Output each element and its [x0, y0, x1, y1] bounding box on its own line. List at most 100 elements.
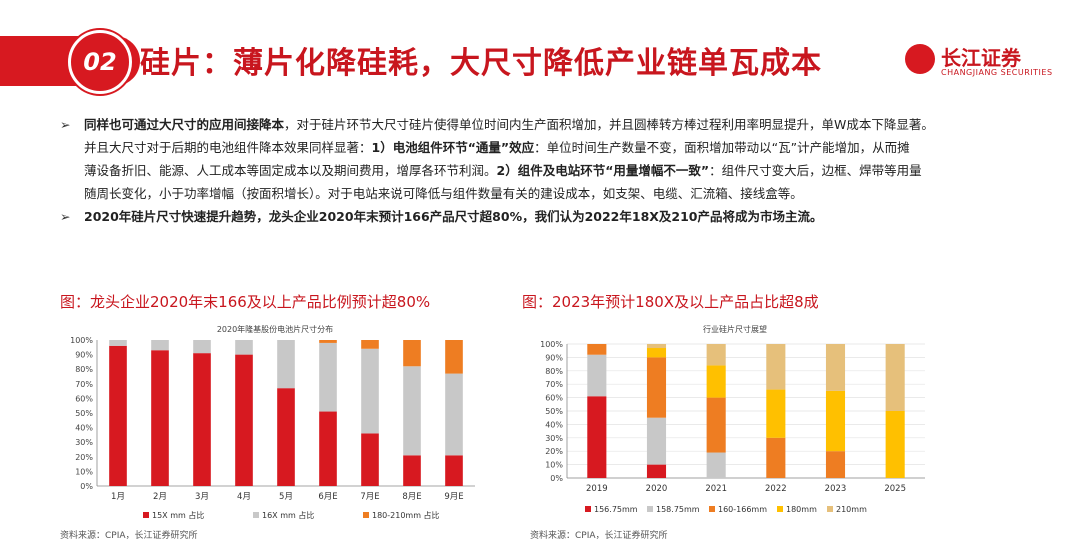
x-tick-label: 2022 [765, 484, 787, 494]
section-number-badge: 02 [68, 30, 132, 94]
bar-segment [193, 340, 211, 354]
legend-label: 210mm [836, 505, 867, 514]
right-chart-caption: 图：2023年预计180X及以上产品占比超8成 [522, 293, 819, 311]
bullet-arrow-icon: ➢ [60, 117, 71, 132]
page-title: 硅片：薄片化降硅耗，大尺寸降低产业链单瓦成本 [140, 46, 822, 81]
legend-swatch [777, 506, 783, 512]
y-tick-label: 70% [545, 380, 563, 389]
bar-segment [109, 340, 127, 346]
bar-segment [361, 433, 379, 486]
y-tick-label: 80% [545, 367, 563, 376]
x-tick-label: 8月E [402, 492, 421, 502]
bar-segment [361, 340, 379, 349]
bullet-text: ：单位时间生产数量不变，面积增加带动以“瓦”计产能增加，从而摊 [534, 140, 910, 155]
bar-segment [319, 340, 337, 343]
bar-segment [235, 340, 253, 355]
x-tick-label: 2023 [825, 484, 847, 494]
bar-segment [277, 388, 295, 486]
company-logo: 长江证券 CHANGJIANG SECURITIES [905, 40, 1075, 84]
chart-title: 2020年隆基股份电池片尺寸分布 [217, 324, 333, 334]
bullet-text: 同样也可通过大尺寸的应用间接降本 [84, 117, 285, 132]
legend-swatch [827, 506, 833, 512]
bar-segment [235, 354, 253, 486]
bar-segment [445, 373, 463, 456]
bar-segment [706, 365, 726, 398]
legend-swatch [709, 506, 715, 512]
y-tick-label: 60% [75, 394, 93, 403]
y-tick-label: 90% [75, 351, 93, 360]
x-tick-label: 2020 [646, 484, 668, 494]
legend-label: 158.75mm [656, 505, 700, 514]
right-chart: 行业硅片尺寸展望 0% 10% 20% 30% 40% 50% 60% 70% 80% 90% 100… [540, 324, 925, 514]
bar-segment [193, 353, 211, 486]
bullet-text: 2）组件及电站环节“用量增幅不一致” [496, 163, 710, 178]
bar-segment [445, 455, 463, 486]
left-chart-source: 资料来源：CPIA，长江证券研究所 [60, 531, 198, 541]
bar-segment [825, 344, 846, 391]
bullet-text: ：组件尺寸变大后，边框、焊带等用量 [709, 163, 922, 178]
bar-segment [445, 340, 463, 374]
x-tick-label: 3月 [195, 492, 209, 502]
chart-title: 行业硅片尺寸展望 [703, 324, 767, 334]
x-tick-label: 4月 [237, 492, 251, 502]
bar-segment [319, 342, 337, 412]
y-tick-label: 60% [545, 394, 563, 403]
y-tick-label: 10% [545, 461, 563, 470]
x-tick-label: 2019 [586, 484, 608, 494]
bar-segment [587, 354, 607, 397]
y-tick-label: 0% [80, 482, 93, 491]
y-tick-label: 70% [75, 380, 93, 389]
x-tick-label: 7月E [360, 492, 379, 502]
bar-segment [766, 344, 786, 390]
bullet-line: 并且大尺寸对于后期的电池组件降本效果同样显著：1）电池组件环节“通量”效应：单位… [60, 136, 1050, 159]
x-tick-label: 5月 [279, 492, 293, 502]
legend-label: 156.75mm [594, 505, 638, 514]
legend-swatch [143, 512, 149, 518]
y-tick-label: 20% [545, 447, 563, 456]
y-tick-label: 30% [75, 438, 93, 447]
logo-mark-icon [905, 44, 935, 74]
bullet-line: 随周长变化，小于功率增幅（按面积增长）。对于电站来说可降低与组件数量有关的建设成… [60, 182, 1050, 205]
bullet-text: 2020年硅片尺寸快速提升趋势，龙头企业2020年末预计166产品尺寸超80%，… [84, 209, 823, 224]
left-chart-caption: 图：龙头企业2020年末166及以上产品比例预计超80% [60, 293, 431, 311]
logo-english-name: CHANGJIANG SECURITIES [941, 68, 1053, 77]
bar-segment [646, 348, 667, 358]
x-tick-label: 9月E [444, 492, 463, 502]
legend-swatch [585, 506, 591, 512]
x-tick-label: 2021 [705, 484, 727, 494]
bar-segment [766, 389, 786, 438]
legend-label: 180mm [786, 505, 817, 514]
bullet-text: ，对于硅片环节大尺寸硅片使得单位时间内生产面积增加，并且圆棒转方棒过程利用率明显… [284, 117, 934, 132]
x-tick-label: 2025 [884, 484, 906, 494]
x-tick-label: 1月 [111, 492, 125, 502]
bar-segment [646, 344, 667, 349]
bar-segment [403, 340, 421, 367]
bullet-text: 1）电池组件环节“通量”效应 [371, 140, 535, 155]
logo-name: 长江证券 [941, 46, 1021, 70]
bar-segment [403, 455, 421, 486]
bar-segment [109, 345, 127, 486]
legend-swatch [647, 506, 653, 512]
legend-swatch [363, 512, 369, 518]
bar-segment [151, 340, 169, 351]
bar-segment [885, 344, 905, 411]
y-tick-label: 30% [545, 434, 563, 443]
bullet-arrow-icon: ➢ [60, 209, 71, 224]
bar-segment [825, 451, 846, 478]
bar-segment [646, 464, 667, 478]
bar-segment [825, 390, 846, 452]
bar-segment [151, 350, 169, 486]
bar-segment [766, 437, 786, 478]
y-tick-label: 0% [550, 474, 563, 483]
right-chart-source: 资料来源：CPIA，长江证券研究所 [530, 531, 668, 541]
bar-segment [646, 357, 667, 418]
legend-label: 16X mm 占比 [262, 510, 314, 520]
bullet-text: 薄设备折旧、能源、人工成本等固定成本以及期间费用，增厚各环节利润。 [84, 163, 497, 178]
y-tick-label: 20% [75, 453, 93, 462]
y-tick-label: 40% [545, 420, 563, 429]
bullet-line: 薄设备折旧、能源、人工成本等固定成本以及期间费用，增厚各环节利润。2）组件及电站… [60, 159, 1050, 182]
x-tick-label: 6月E [318, 492, 337, 502]
y-tick-label: 40% [75, 424, 93, 433]
y-tick-label: 100% [540, 340, 563, 349]
bar-segment [587, 344, 607, 355]
